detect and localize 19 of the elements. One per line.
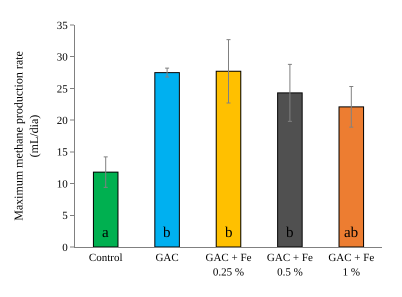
annotation: b	[225, 225, 232, 241]
x-tick-label: GAC + Fe 1 %	[328, 252, 374, 278]
y-tick-label: 25	[56, 83, 68, 96]
annotation: a	[102, 225, 109, 241]
x-tick-label: GAC + Fe 0.5 %	[266, 252, 313, 278]
annotation: b	[163, 225, 170, 241]
x-tick-label: GAC	[155, 252, 179, 264]
y-tick-label: 15	[56, 146, 68, 159]
x-tick-label: GAC + Fe 0.25 %	[206, 252, 252, 278]
annotation: ab	[344, 225, 358, 241]
x-tick-label: Control	[88, 252, 123, 264]
y-tick-label: 35	[56, 20, 68, 32]
y-tick-label: 10	[56, 178, 68, 190]
y-axis-title: Maximum methane production rate (mL/dia)	[12, 51, 42, 221]
y-tick-label: 20	[56, 114, 68, 127]
y-tick-label: 5	[62, 210, 68, 222]
y-tick-label: 30	[56, 52, 68, 64]
y-tick-label: 0	[62, 242, 68, 254]
annotation: b	[286, 225, 294, 241]
